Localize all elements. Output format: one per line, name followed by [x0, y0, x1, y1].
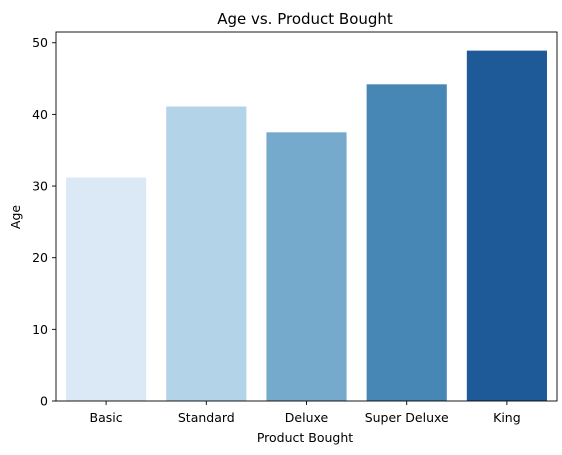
y-tick-label: 20: [32, 250, 48, 265]
y-tick-label: 30: [32, 179, 48, 194]
x-tick-label: Standard: [178, 410, 235, 425]
x-tick-label: Super Deluxe: [365, 410, 449, 425]
y-tick-label: 0: [40, 394, 48, 409]
bars-group: [66, 51, 547, 401]
bar-basic: [66, 177, 146, 401]
bar-king: [467, 51, 547, 401]
x-tick-label: Basic: [90, 410, 123, 425]
bar-super-deluxe: [367, 84, 447, 401]
x-tick-label: King: [493, 410, 521, 425]
x-axis-label: Product Bought: [257, 430, 353, 445]
x-tick-label: Deluxe: [285, 410, 329, 425]
y-axis: 0 10 20 30 40 50: [32, 35, 56, 408]
x-axis: Basic Standard Deluxe Super Deluxe King: [90, 401, 521, 425]
y-tick-label: 10: [32, 322, 48, 337]
chart-title: Age vs. Product Bought: [217, 10, 393, 28]
y-axis-label: Age: [8, 205, 23, 229]
bar-deluxe: [266, 132, 346, 401]
y-tick-label: 40: [32, 107, 48, 122]
y-tick-label: 50: [32, 35, 48, 50]
bar-standard: [166, 107, 246, 401]
